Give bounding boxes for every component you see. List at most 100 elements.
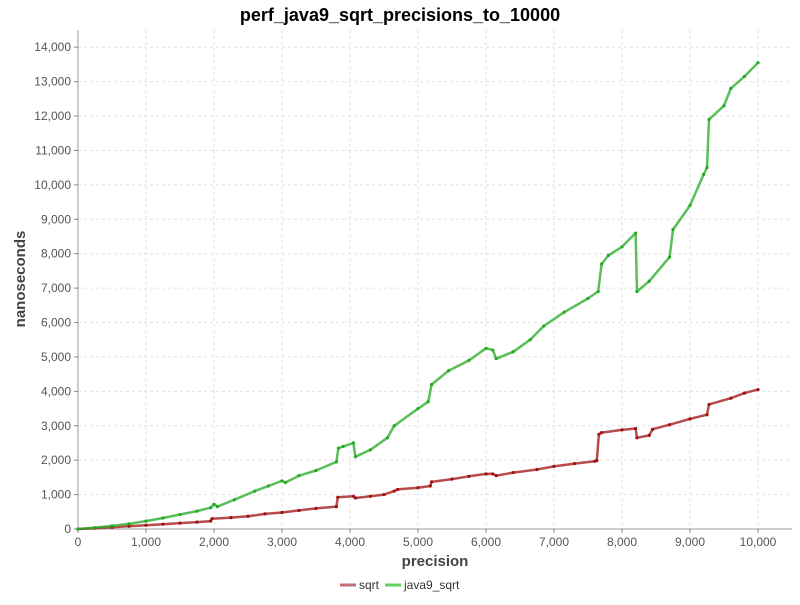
data-point [161, 522, 165, 526]
data-point [110, 524, 114, 528]
data-point [620, 428, 624, 432]
x-axis-ticks: 0 1,000 2,000 3,000 4,000 5,000 6,000 7,000 8,00… [75, 529, 777, 549]
data-point [447, 369, 451, 373]
y-tick-label: 13,000 [34, 75, 71, 89]
data-point [246, 514, 250, 518]
data-point [511, 470, 515, 475]
x-tick-label: 4,000 [335, 535, 365, 549]
data-point [572, 462, 577, 466]
data-point [392, 489, 396, 493]
data-point [430, 480, 434, 484]
data-point [595, 458, 599, 463]
y-tick-label: 2,000 [41, 453, 71, 467]
data-point [283, 480, 287, 485]
data-point [385, 436, 389, 440]
x-tick-label: 1,000 [131, 535, 161, 549]
data-point [426, 400, 430, 404]
data-point [494, 357, 498, 361]
data-point [266, 484, 270, 488]
data-point [688, 417, 692, 421]
data-point [430, 382, 434, 387]
data-point [742, 391, 747, 395]
data-point [634, 426, 638, 431]
data-point [195, 520, 199, 524]
data-point [756, 61, 760, 65]
y-tick-label: 0 [64, 522, 71, 536]
data-point [597, 432, 601, 436]
y-tick-label: 7,000 [41, 281, 71, 295]
data-point [702, 172, 706, 177]
x-tick-label: 3,000 [267, 535, 297, 549]
x-tick-label: 5,000 [403, 535, 433, 549]
x-tick-label: 6,000 [471, 535, 501, 549]
data-point [668, 255, 672, 259]
data-point [368, 494, 372, 498]
data-point [351, 441, 355, 445]
data-point [392, 424, 396, 428]
legend[interactable]: sqrt java9_sqrt [340, 578, 460, 592]
series-java9-sqrt [76, 61, 760, 531]
data-point [600, 262, 604, 266]
data-point [620, 245, 624, 249]
data-point [647, 433, 651, 437]
data-point [396, 487, 400, 492]
data-point [382, 492, 386, 497]
data-point [280, 479, 284, 483]
legend-item-sqrt[interactable]: sqrt [340, 578, 380, 592]
legend-label: java9_sqrt [403, 578, 460, 592]
x-tick-label: 7,000 [539, 535, 569, 549]
x-tick-label: 9,000 [675, 535, 705, 549]
data-point [76, 527, 80, 531]
y-tick-label: 9,000 [41, 212, 71, 226]
data-point [353, 455, 358, 459]
data-point [528, 338, 532, 342]
x-axis-title: precision [402, 553, 469, 570]
data-point [297, 508, 301, 513]
data-point [647, 279, 651, 283]
data-point [297, 474, 301, 478]
data-point [688, 203, 692, 208]
data-point [707, 402, 711, 407]
axes [77, 30, 792, 530]
data-point [210, 517, 214, 521]
chart-title: perf_java9_sqrt_precisions_to_10000 [240, 5, 560, 25]
data-point [651, 427, 655, 431]
data-point [705, 413, 709, 417]
data-point [232, 498, 236, 502]
data-point [467, 474, 471, 478]
data-point [416, 486, 420, 490]
data-point [280, 510, 284, 515]
series-sqrt [76, 388, 760, 531]
y-tick-label: 1,000 [41, 488, 71, 502]
data-point [491, 348, 495, 352]
data-point [729, 396, 733, 400]
data-point [742, 74, 747, 79]
data-point [484, 346, 488, 350]
data-point [195, 509, 199, 513]
data-point [178, 512, 182, 517]
data-point [586, 296, 590, 301]
data-point [729, 86, 733, 91]
data-point [484, 472, 488, 476]
y-tick-label: 14,000 [34, 40, 71, 54]
data-point [535, 467, 539, 472]
data-point [635, 289, 639, 294]
data-point [596, 289, 600, 294]
data-point [635, 436, 639, 440]
data-point [209, 506, 213, 510]
data-point [542, 324, 546, 328]
data-point [450, 477, 454, 481]
data-point [707, 117, 711, 122]
data-point [229, 516, 233, 520]
data-point [336, 446, 341, 450]
data-point [634, 231, 638, 235]
data-point [178, 521, 182, 525]
data-point [341, 444, 345, 449]
data-point [253, 489, 257, 493]
data-point [491, 472, 495, 476]
data-point [467, 358, 471, 362]
data-point [494, 474, 498, 478]
data-point [353, 496, 358, 500]
legend-item-java9-sqrt[interactable]: java9_sqrt [385, 578, 460, 592]
